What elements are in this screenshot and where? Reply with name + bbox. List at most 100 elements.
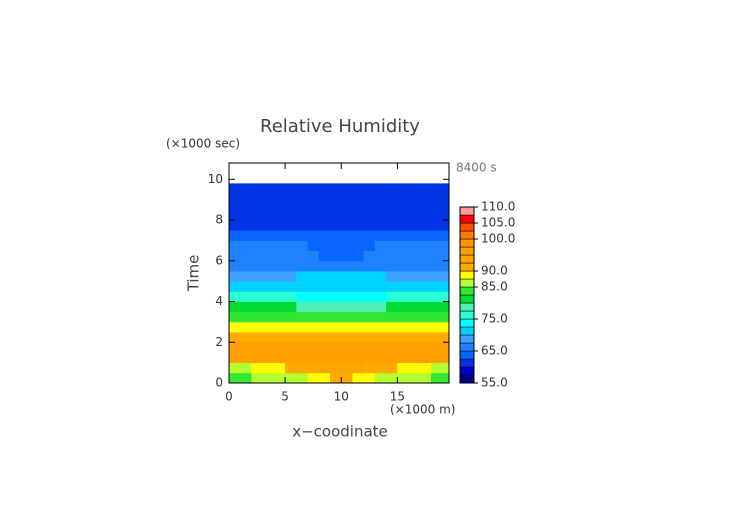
cell bbox=[341, 199, 353, 211]
cell bbox=[397, 250, 409, 262]
cell bbox=[330, 352, 342, 364]
cell bbox=[363, 362, 376, 374]
cell bbox=[262, 321, 275, 333]
cell bbox=[285, 311, 297, 323]
cell bbox=[386, 250, 398, 262]
cell bbox=[374, 291, 387, 302]
cell bbox=[296, 189, 308, 201]
cell bbox=[408, 240, 421, 251]
cell bbox=[419, 220, 432, 231]
cell bbox=[262, 240, 275, 251]
cell bbox=[408, 260, 421, 272]
colorbar-segment bbox=[459, 374, 475, 384]
cell bbox=[442, 372, 450, 384]
cell bbox=[251, 230, 264, 241]
cell bbox=[240, 372, 252, 384]
cell bbox=[352, 291, 365, 302]
colorbar-label: 110.0 bbox=[481, 200, 515, 214]
cell bbox=[251, 372, 264, 384]
cell bbox=[240, 301, 252, 313]
cell bbox=[386, 342, 398, 353]
y-tick-label: 8 bbox=[215, 213, 223, 227]
cell bbox=[363, 260, 376, 272]
colorbar-segment bbox=[459, 238, 475, 248]
cell bbox=[352, 199, 365, 211]
cell bbox=[341, 352, 353, 364]
cell bbox=[341, 372, 353, 384]
cell bbox=[307, 183, 320, 190]
cell bbox=[307, 321, 320, 333]
colorbar-label: 55.0 bbox=[481, 376, 508, 390]
cell bbox=[285, 332, 297, 343]
cell bbox=[229, 301, 241, 313]
cell bbox=[262, 209, 275, 221]
colorbar-segment bbox=[459, 206, 475, 216]
colorbar-segment bbox=[459, 270, 475, 280]
cell bbox=[419, 270, 432, 282]
cell bbox=[374, 183, 387, 190]
cell bbox=[318, 189, 331, 201]
cell bbox=[397, 362, 409, 374]
cell bbox=[374, 301, 387, 313]
cell bbox=[318, 362, 331, 374]
y-tick-label: 6 bbox=[215, 253, 223, 267]
cell bbox=[318, 183, 331, 190]
cell bbox=[419, 199, 432, 211]
cell bbox=[296, 230, 308, 241]
cell bbox=[374, 362, 387, 374]
cell bbox=[374, 332, 387, 343]
cell bbox=[408, 291, 421, 302]
cell bbox=[318, 352, 331, 364]
cell bbox=[307, 291, 320, 302]
cell bbox=[431, 209, 443, 221]
cell bbox=[262, 270, 275, 282]
cell bbox=[296, 362, 308, 374]
cell bbox=[229, 342, 241, 353]
cell bbox=[363, 230, 376, 241]
cell bbox=[408, 189, 421, 201]
cell bbox=[363, 199, 376, 211]
cell bbox=[285, 260, 297, 272]
cell bbox=[442, 209, 450, 221]
cell bbox=[352, 352, 365, 364]
cell bbox=[341, 311, 353, 323]
cell bbox=[251, 291, 264, 302]
cell bbox=[285, 281, 297, 292]
cell bbox=[296, 240, 308, 251]
cell bbox=[374, 209, 387, 221]
cell bbox=[251, 301, 264, 313]
cell bbox=[374, 250, 387, 262]
cell bbox=[307, 260, 320, 272]
colorbar-segment bbox=[459, 254, 475, 264]
cell bbox=[374, 311, 387, 323]
cell bbox=[251, 332, 264, 343]
cell bbox=[251, 342, 264, 353]
cell bbox=[273, 183, 286, 190]
cell bbox=[374, 260, 387, 272]
cell bbox=[240, 332, 252, 343]
cell bbox=[397, 260, 409, 272]
cell bbox=[229, 362, 241, 374]
cell bbox=[386, 209, 398, 221]
cell bbox=[318, 372, 331, 384]
cell bbox=[251, 260, 264, 272]
cell bbox=[386, 260, 398, 272]
y-tick-label: 0 bbox=[215, 376, 223, 390]
cell bbox=[408, 270, 421, 282]
cell bbox=[352, 301, 365, 313]
cell bbox=[330, 332, 342, 343]
cell bbox=[363, 332, 376, 343]
cell bbox=[397, 209, 409, 221]
cell bbox=[251, 362, 264, 374]
cell bbox=[330, 372, 342, 384]
cell bbox=[285, 362, 297, 374]
cell bbox=[318, 281, 331, 292]
cell bbox=[240, 260, 252, 272]
cell bbox=[419, 183, 432, 190]
cell bbox=[431, 230, 443, 241]
cell bbox=[262, 199, 275, 211]
cell bbox=[431, 291, 443, 302]
cell bbox=[285, 372, 297, 384]
cell bbox=[431, 372, 443, 384]
cell bbox=[296, 183, 308, 190]
